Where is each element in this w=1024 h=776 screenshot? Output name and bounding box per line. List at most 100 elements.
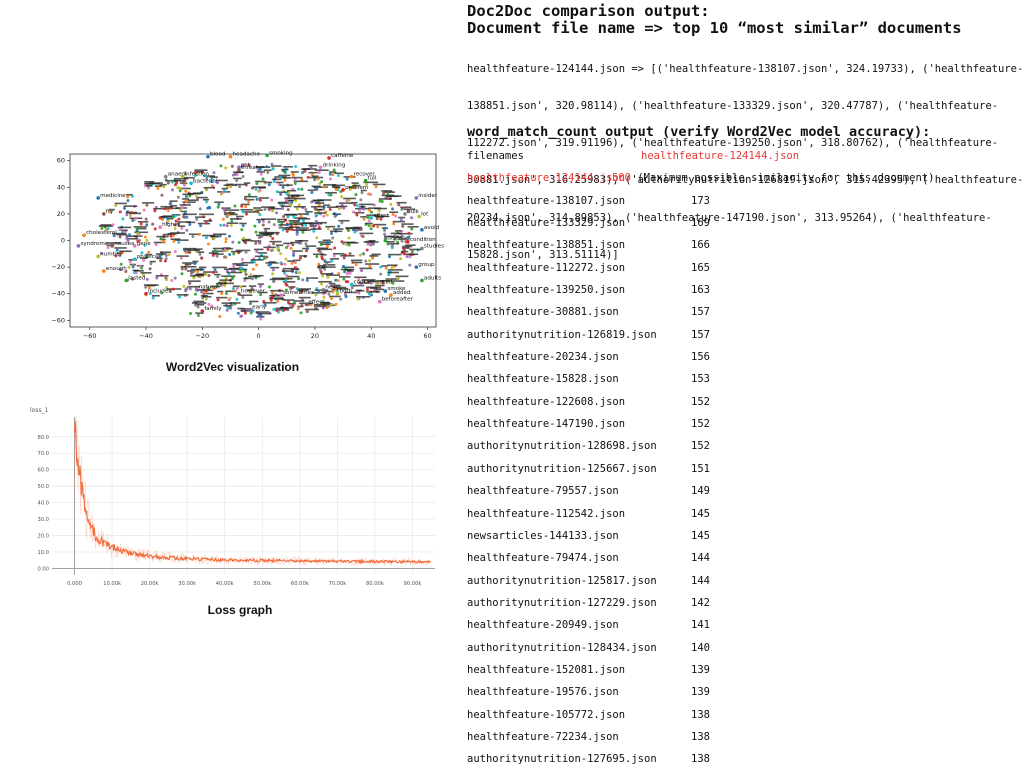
scatter-point-label: never xyxy=(325,285,342,291)
scatter-point xyxy=(274,293,278,297)
scatter-word-smudge xyxy=(299,222,312,225)
scatter-word-smudge xyxy=(213,233,227,236)
scatter-labeled-point xyxy=(110,244,115,248)
scatter-word-smudge xyxy=(170,205,178,207)
scatter-point xyxy=(254,241,258,245)
scatter-point xyxy=(162,185,166,189)
scatter-point xyxy=(166,219,170,223)
scatter-point xyxy=(168,289,172,293)
scatter-word-smudge xyxy=(398,216,406,219)
scatter-point xyxy=(255,250,259,254)
scatter-point xyxy=(115,248,119,252)
scatter-labeled-point xyxy=(189,181,193,186)
scatter-point xyxy=(106,245,110,249)
scatter-word-smudge xyxy=(230,250,242,253)
scatter-point xyxy=(167,253,171,257)
scatter-word-smudge xyxy=(317,221,327,224)
scatter-point xyxy=(267,220,271,224)
scatter-word-smudge xyxy=(234,183,248,186)
scatter-word-smudge xyxy=(285,275,300,278)
scatter-point xyxy=(221,249,225,253)
scatter-point xyxy=(177,240,181,244)
scatter-point xyxy=(292,215,296,219)
scatter-point xyxy=(172,239,176,243)
scatter-point-label: both xyxy=(339,289,352,295)
scatter-point xyxy=(400,234,404,238)
scatter-word-smudge xyxy=(251,240,262,242)
scatter-point xyxy=(251,267,255,271)
scatter-point xyxy=(231,269,235,273)
scatter-point xyxy=(240,266,244,270)
scatter-point xyxy=(184,199,188,203)
scatter-point xyxy=(375,217,379,221)
scatter-point xyxy=(128,260,132,264)
scatter-point xyxy=(188,281,192,285)
scatter-word-smudge xyxy=(182,248,191,251)
scatter-word-smudge xyxy=(202,234,216,237)
scatter-point-label: however xyxy=(241,289,266,295)
scatter-word-smudge xyxy=(258,187,266,189)
scatter-point xyxy=(204,272,208,276)
scatter-point xyxy=(292,251,296,255)
scatter-point-label: group xyxy=(418,262,435,268)
scatter-point xyxy=(269,262,273,266)
row-file-name: healthfeature-133329.json xyxy=(467,217,626,230)
scatter-word-smudge xyxy=(244,198,255,201)
table-row: healthfeature-20234.json 156 xyxy=(467,351,1017,373)
scatter-point xyxy=(118,210,122,214)
scatter-word-smudge xyxy=(145,253,153,256)
scatter-point xyxy=(317,170,321,174)
scatter-point xyxy=(211,253,215,257)
scatter-word-smudge xyxy=(236,215,244,218)
scatter-cloud xyxy=(98,162,423,321)
scatter-word-smudge xyxy=(363,241,375,243)
scatter-point xyxy=(170,278,174,282)
row-file-name: healthfeature-138851.json xyxy=(467,239,626,252)
scatter-word-smudge xyxy=(283,299,295,301)
scatter-word-smudge xyxy=(366,286,380,289)
scatter-word-smudge xyxy=(235,249,251,252)
scatter-point xyxy=(119,251,123,255)
scatter-point xyxy=(410,227,414,231)
x-tick-label: 40 xyxy=(367,332,375,340)
scatter-point xyxy=(249,302,253,306)
x-tick-label: −20 xyxy=(195,332,209,340)
scatter-point xyxy=(299,214,303,218)
scatter-word-smudge xyxy=(285,199,293,202)
scatter-point xyxy=(207,302,211,306)
x-tick-label: −40 xyxy=(139,332,153,340)
scatter-labeled-point xyxy=(206,154,210,159)
scatter-word-smudge xyxy=(98,225,114,227)
scatter-labeled-point xyxy=(124,278,129,283)
scatter-point xyxy=(376,225,380,229)
scatter-point xyxy=(174,219,178,223)
scatter-point xyxy=(314,293,318,297)
scatter-word-smudge xyxy=(248,285,257,287)
scatter-word-smudge xyxy=(295,227,309,229)
scatter-word-smudge xyxy=(253,207,262,209)
scatter-word-smudge xyxy=(297,213,307,215)
scatter-point xyxy=(252,260,256,264)
scatter-word-smudge xyxy=(216,179,228,182)
scatter-word-smudge xyxy=(389,211,399,214)
scatter-labeled-point xyxy=(414,196,419,200)
scatter-point xyxy=(194,303,198,307)
scatter-point xyxy=(362,252,366,256)
scatter-point xyxy=(173,214,177,218)
row-file-name: healthfeature-72234.json xyxy=(467,730,619,743)
scatter-word-smudge xyxy=(351,201,358,204)
scatter-point xyxy=(293,265,297,269)
scatter-point xyxy=(392,222,396,226)
scatter-point-label: nausea xyxy=(114,241,134,247)
scatter-word-smudge xyxy=(325,225,336,228)
scatter-point xyxy=(334,187,338,191)
row-file-name: healthfeature-19576.json xyxy=(467,686,619,699)
scatter-point xyxy=(299,311,303,315)
scatter-word-smudge xyxy=(294,217,307,219)
scatter-point-label: family xyxy=(204,306,222,312)
table-row: authoritynutrition-127695.json 138 xyxy=(467,753,1017,775)
scatter-point xyxy=(255,197,259,201)
scatter-point xyxy=(368,264,372,268)
scatter-point-label: bacterial xyxy=(193,178,218,184)
scatter-point xyxy=(163,259,167,263)
